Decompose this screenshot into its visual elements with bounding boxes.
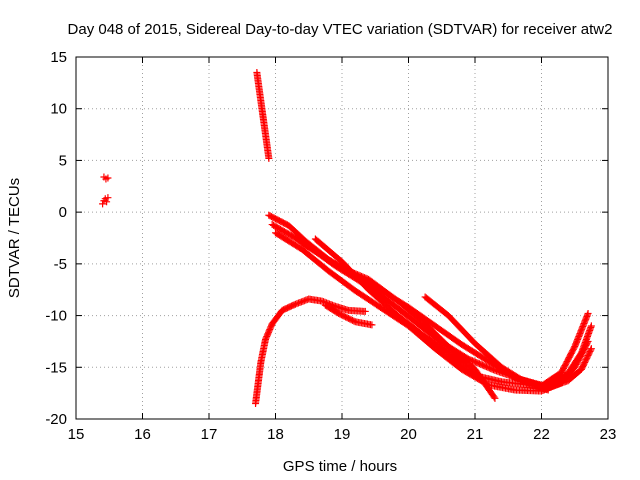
point-isolated-lower-4 — [104, 194, 112, 202]
x-tick-label-0: 15 — [68, 426, 85, 443]
point-trace-c-247 — [584, 337, 592, 345]
point-trace-f-101 — [544, 386, 552, 394]
series-isolated-upper — [100, 173, 112, 183]
point-trace-d-222 — [587, 346, 595, 354]
y-tick-label-4: 0 — [59, 204, 67, 221]
x-tick-label-4: 19 — [334, 426, 351, 443]
x-tick-label-2: 17 — [201, 426, 218, 443]
point-isolated-lower-0 — [99, 200, 107, 208]
series-plateau-branch — [321, 301, 376, 329]
y-tick-label-0: -20 — [45, 411, 67, 428]
data-points — [99, 69, 595, 407]
x-tick-label-8: 23 — [600, 426, 617, 443]
point-trace-a-267 — [584, 310, 592, 318]
y-axis-label: SDTVAR / TECUs — [6, 178, 23, 298]
y-tick-label-6: 10 — [50, 101, 67, 118]
y-tick-label-1: -15 — [45, 359, 67, 376]
point-isolated-lower-3 — [103, 198, 111, 206]
y-tick-label-5: 5 — [59, 152, 67, 169]
point-isolated-upper-2 — [104, 174, 112, 182]
point-plateau-branch-33 — [368, 321, 376, 329]
y-tick-label-2: -10 — [45, 308, 67, 325]
chart-title: Day 048 of 2015, Sidereal Day-to-day VTE… — [68, 21, 613, 38]
series-rise-arc — [252, 295, 369, 407]
series-trace-c — [272, 229, 592, 395]
series-trace-e — [298, 239, 499, 402]
series-isolated-lower — [99, 194, 112, 208]
point-steep-descent-55 — [265, 154, 273, 162]
x-tick-label-5: 20 — [400, 426, 417, 443]
point-trace-c-246 — [583, 339, 591, 347]
x-tick-label-6: 21 — [467, 426, 484, 443]
point-trace-e-159 — [490, 393, 498, 401]
x-axis-label: GPS time / hours — [283, 458, 397, 475]
x-tick-label-3: 18 — [267, 426, 284, 443]
y-tick-label-7: 15 — [50, 49, 67, 66]
series-steep-descent — [253, 69, 273, 162]
series-trace-f — [421, 293, 552, 394]
point-trace-b-259 — [587, 322, 595, 330]
x-tick-label-1: 16 — [134, 426, 151, 443]
y-tick-label-3: -5 — [54, 256, 67, 273]
point-rise-arc-121 — [361, 307, 369, 315]
axis-ticks: 15 16 17 18 19 20 21 22 23 -20 -15 -10 -5 0 5 10 15 — [45, 49, 616, 443]
point-trace-d-223 — [587, 345, 595, 353]
grid-lines — [76, 57, 608, 419]
point-trace-e-160 — [491, 394, 499, 402]
x-tick-label-7: 22 — [533, 426, 550, 443]
